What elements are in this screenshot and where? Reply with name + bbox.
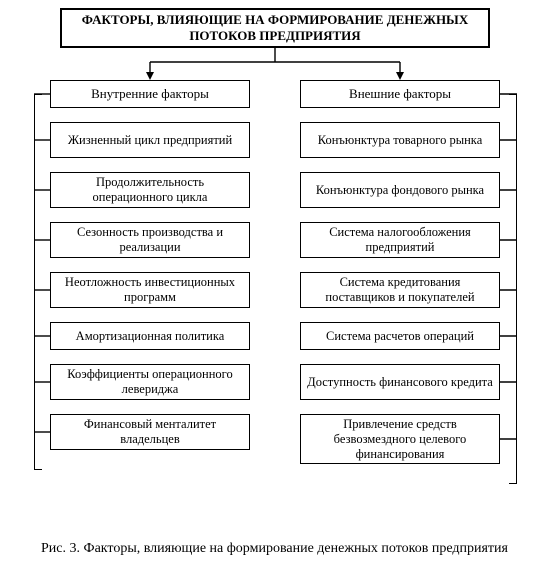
right-node: Система расчетов операций: [300, 322, 500, 350]
node-text: Доступность финансового кредита: [307, 375, 493, 390]
diagram-canvas: ФАКТОРЫ, ВЛИЯЮЩИЕ НА ФОРМИРОВАНИЕ ДЕНЕЖН…: [0, 0, 549, 586]
right-node: Конъюнктура фондового рынка: [300, 172, 500, 208]
right-node: Система кредитования поставщиков и покуп…: [300, 272, 500, 308]
right-node: Доступность финансового кредита: [300, 364, 500, 400]
node-text: Система налогообложения предприятий: [307, 225, 493, 255]
left-node: Сезонность производства и реализации: [50, 222, 250, 258]
node-text: Система расчетов операций: [326, 329, 474, 344]
right-column-header-text: Внешние факторы: [349, 87, 451, 102]
left-column-header: Внутренние факторы: [50, 80, 250, 108]
left-node: Продолжительность операционного цикла: [50, 172, 250, 208]
node-text: Система кредитования поставщиков и покуп…: [307, 275, 493, 305]
right-bracket: [509, 94, 517, 484]
right-node: Конъюнктура товарного рынка: [300, 122, 500, 158]
node-text: Привлечение средств безвозмездного целев…: [307, 417, 493, 462]
node-text: Сезонность производства и реализации: [57, 225, 243, 255]
right-node: Система налогообложения предприятий: [300, 222, 500, 258]
node-text: Коэффициенты операционного левериджа: [57, 367, 243, 397]
left-column-header-text: Внутренние факторы: [91, 87, 209, 102]
node-text: Продолжительность операционного цикла: [57, 175, 243, 205]
node-text: Конъюнктура фондового рынка: [316, 183, 484, 198]
right-node: Привлечение средств безвозмездного целев…: [300, 414, 500, 464]
node-text: Неотложность инвестиционных программ: [57, 275, 243, 305]
diagram-title-text: ФАКТОРЫ, ВЛИЯЮЩИЕ НА ФОРМИРОВАНИЕ ДЕНЕЖН…: [68, 12, 482, 45]
left-node: Неотложность инвестиционных программ: [50, 272, 250, 308]
left-bracket: [34, 94, 42, 470]
node-text: Конъюнктура товарного рынка: [318, 133, 483, 148]
left-node: Финансовый менталитет владельцев: [50, 414, 250, 450]
figure-caption-text: Рис. 3. Факторы, влияющие на формировани…: [41, 541, 508, 556]
right-column-header: Внешние факторы: [300, 80, 500, 108]
node-text: Амортизационная политика: [76, 329, 225, 344]
node-text: Финансовый менталитет владельцев: [57, 417, 243, 447]
node-text: Жизненный цикл предприятий: [68, 133, 232, 148]
diagram-title: ФАКТОРЫ, ВЛИЯЮЩИЕ НА ФОРМИРОВАНИЕ ДЕНЕЖН…: [60, 8, 490, 48]
left-node: Амортизационная политика: [50, 322, 250, 350]
left-node: Коэффициенты операционного левериджа: [50, 364, 250, 400]
figure-caption: Рис. 3. Факторы, влияющие на формировани…: [0, 540, 549, 559]
left-node: Жизненный цикл предприятий: [50, 122, 250, 158]
